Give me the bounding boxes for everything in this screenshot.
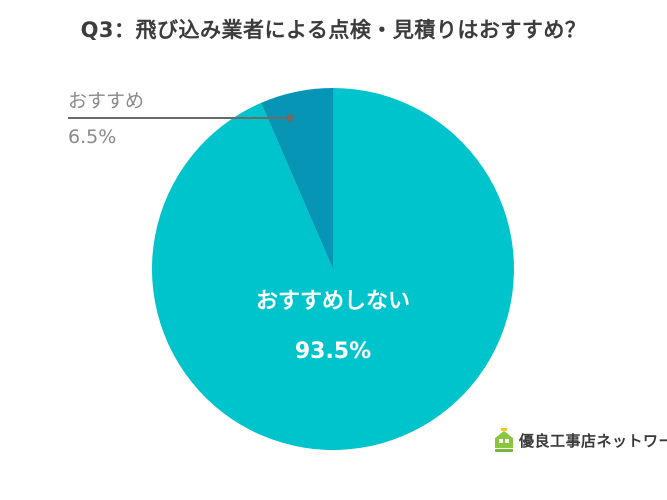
house-icon bbox=[495, 428, 513, 452]
slice-label-osusume-shinai: おすすめしない bbox=[256, 289, 410, 314]
brand-logo-text: 優良工事店ネットワーク bbox=[519, 431, 667, 450]
slice-value-osusume-shinai: 93.5% bbox=[295, 339, 371, 364]
pie-callout: おすすめ 6.5% bbox=[68, 90, 294, 148]
brand-logo: 優良工事店ネットワーク bbox=[493, 424, 667, 456]
slice-label-osusume: おすすめ bbox=[68, 90, 144, 112]
callout-dot bbox=[286, 114, 294, 122]
chart-title: Q3：飛び込み業者による点検・見積りはおすすめ？ bbox=[80, 18, 587, 42]
pie-slices bbox=[152, 88, 514, 451]
pie-slice-osusume bbox=[261, 88, 333, 269]
pie-inner-labels: おすすめしない 93.5% bbox=[256, 289, 410, 364]
slice-value-osusume: 6.5% bbox=[68, 126, 116, 148]
